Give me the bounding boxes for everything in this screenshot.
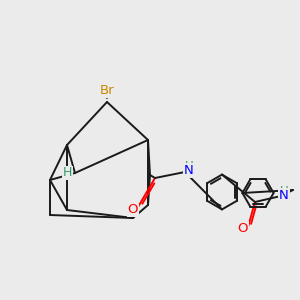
Text: Br: Br [100,84,114,97]
Text: N: N [279,189,289,202]
Text: H: H [280,185,288,198]
Text: O: O [237,222,248,235]
Text: H: H [184,160,193,173]
Text: O: O [127,203,138,216]
Text: N: N [184,164,194,177]
Text: H: H [63,167,72,179]
